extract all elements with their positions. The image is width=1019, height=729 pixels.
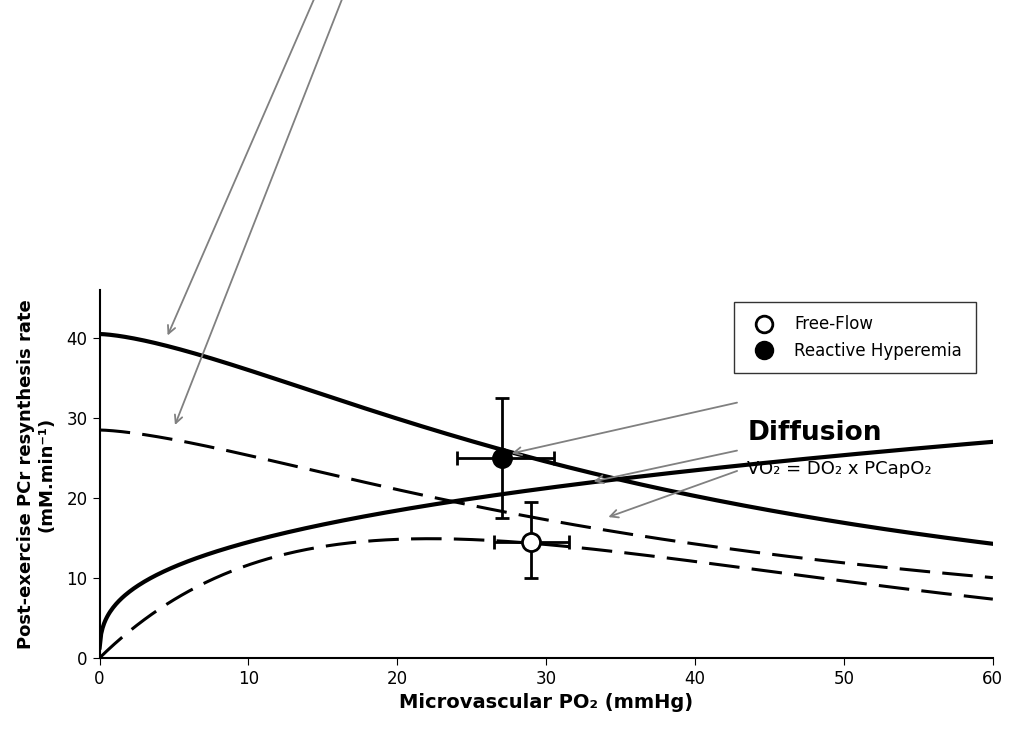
Text: Diffusion: Diffusion [747,420,880,446]
Text: VO₂ = Q (CaO₂ – CvO₂): VO₂ = Q (CaO₂ – CvO₂) [174,0,490,423]
Text: VO₂ = DO₂ x PCapO₂: VO₂ = DO₂ x PCapO₂ [747,460,931,478]
Text: Convection: Convection [168,0,471,334]
X-axis label: Microvascular PO₂ (mmHg): Microvascular PO₂ (mmHg) [398,693,693,712]
Legend: Free-Flow, Reactive Hyperemia: Free-Flow, Reactive Hyperemia [734,302,974,373]
Y-axis label: Post-exercise PCr resynthesis rate
(mM.min⁻¹): Post-exercise PCr resynthesis rate (mM.m… [16,299,55,649]
